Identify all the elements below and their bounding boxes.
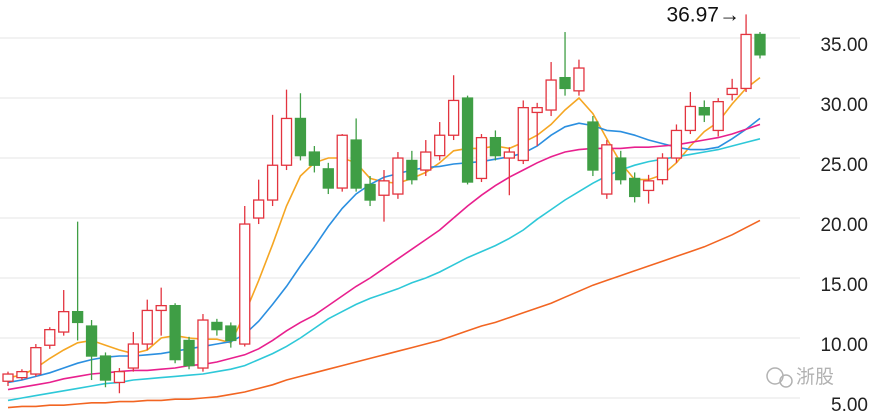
candle-body xyxy=(266,164,279,201)
watermark-text: 浙股 xyxy=(796,366,834,388)
candle-body xyxy=(336,134,348,189)
candle-body xyxy=(99,355,112,381)
candle-body xyxy=(684,105,697,132)
candle-body xyxy=(378,180,390,196)
candle-body xyxy=(447,99,460,136)
labels: 5.00 10.00 15.00 20.00 25.00 30.00 35.00 xyxy=(820,35,868,414)
y-tick-label: 15.00 xyxy=(820,275,868,296)
y-tick-label: 30.00 xyxy=(820,95,868,116)
candle-body xyxy=(559,76,571,90)
candle-body xyxy=(308,151,321,166)
candle-body xyxy=(16,370,28,379)
candle-body xyxy=(225,325,237,342)
candle-body xyxy=(642,180,655,192)
candle-body xyxy=(183,339,195,367)
candle-body xyxy=(350,139,362,189)
candle-body xyxy=(489,136,502,157)
candle-body xyxy=(141,309,153,345)
candle-body xyxy=(601,144,613,195)
candle-body xyxy=(531,106,543,114)
y-tick-label: 25.00 xyxy=(820,155,868,176)
candle-body xyxy=(587,121,599,171)
candle-body xyxy=(294,117,307,157)
ma-line xyxy=(7,138,761,402)
candle-body xyxy=(475,136,488,180)
candle-body xyxy=(155,304,167,312)
candle-body xyxy=(197,319,209,369)
watermark: 浙股 xyxy=(766,366,834,388)
candle-body xyxy=(754,33,766,56)
candle-body xyxy=(2,373,14,382)
candle-body xyxy=(392,157,404,195)
y-tick-label: 5.00 xyxy=(831,395,868,414)
candle-body xyxy=(58,310,70,333)
candle-body xyxy=(712,100,724,132)
candle-body xyxy=(698,106,710,116)
max-annotation: 36.97→ xyxy=(666,4,740,27)
watermark-icon xyxy=(779,374,793,388)
candle-body xyxy=(740,33,752,90)
y-tick-label: 10.00 xyxy=(820,335,868,356)
candle-body xyxy=(461,97,474,183)
candle-body xyxy=(44,328,56,346)
candle-body xyxy=(280,117,293,166)
candle-body xyxy=(30,346,42,375)
candle-body xyxy=(656,157,669,181)
candle-body xyxy=(211,321,223,331)
y-tick-label: 35.00 xyxy=(820,35,868,56)
candle-body xyxy=(253,199,265,219)
candle-body xyxy=(420,151,432,171)
y-tick-label: 20.00 xyxy=(820,215,868,236)
candles xyxy=(2,14,766,394)
candle-body xyxy=(322,168,334,189)
candle-body xyxy=(726,87,738,96)
candle-body xyxy=(127,343,139,369)
candle-body xyxy=(573,67,585,92)
candle-body xyxy=(503,151,515,159)
candle-body xyxy=(670,129,683,159)
candle-body xyxy=(85,325,98,357)
candle-body xyxy=(364,183,376,201)
candle-body xyxy=(71,310,84,324)
candle-body xyxy=(113,370,126,384)
candle-body xyxy=(169,304,181,361)
candle-body xyxy=(239,223,251,345)
candle-body xyxy=(406,159,418,181)
candle-body xyxy=(434,134,446,157)
candle-body xyxy=(615,157,627,181)
candle-body xyxy=(545,79,557,111)
candle-body xyxy=(517,106,529,162)
candle-body xyxy=(629,177,641,198)
ma-line xyxy=(7,219,761,409)
